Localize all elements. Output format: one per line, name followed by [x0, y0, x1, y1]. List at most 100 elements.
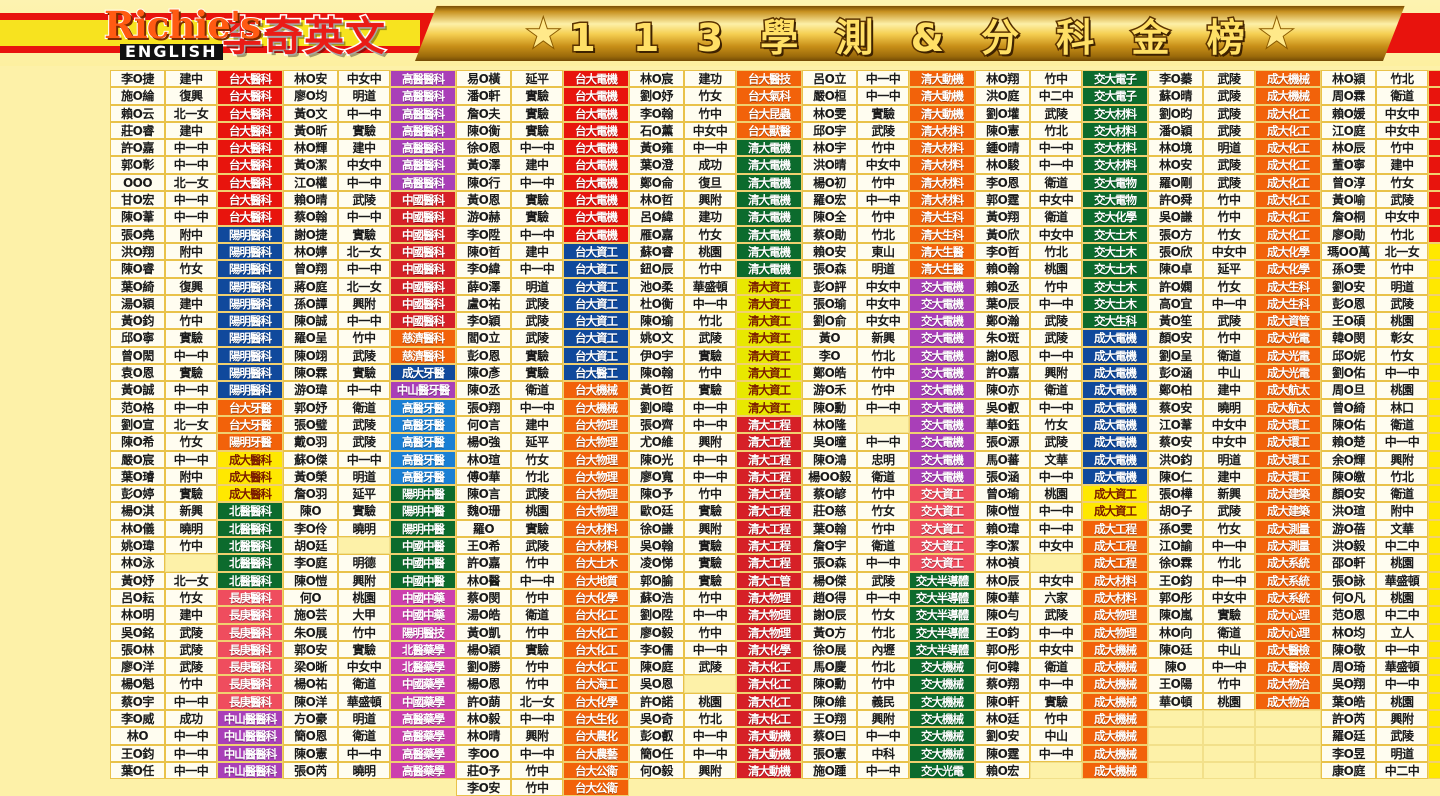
student-name: 黃O昕 — [283, 121, 338, 140]
student-school: 中一中 — [338, 208, 390, 226]
student-school: 延平 — [511, 433, 563, 451]
student-school: 復興 — [165, 277, 217, 295]
student-school: 實驗 — [165, 485, 217, 503]
student-school: 實驗 — [1203, 606, 1255, 624]
student-school: 成功 — [684, 156, 736, 174]
admitted-department: 交大材料 — [1082, 156, 1148, 174]
admitted-department: 清大電機 — [736, 173, 802, 192]
table-row: 黃O雍 中一中 清大電機 — [629, 139, 802, 157]
student-school: 中一中 — [165, 744, 217, 762]
table-row: 雁O嘉 竹女 清大電機 — [629, 225, 802, 243]
student-name: 黃O翔 — [975, 208, 1030, 226]
table-row: 蔡O曰 中一中 交大機械 — [802, 727, 975, 745]
table-row: 胡O子 武陵 成大建築 — [1148, 502, 1321, 520]
student-school: 中一中 — [684, 606, 736, 624]
table-row: 黃O方 竹北 交大半導體 — [802, 623, 975, 641]
table-row: 施O綸 復興 台大醫科 — [110, 87, 283, 105]
table-row: 陳O憲 竹北 交大材料 — [975, 121, 1148, 140]
table-row: 吳O銘 武陵 長庚醫科 — [110, 623, 283, 641]
student-name: 黃O雍 — [629, 139, 684, 157]
admitted-department: 交大電機 — [909, 329, 975, 347]
admitted-department: 成大心理 — [1255, 606, 1321, 624]
table-row: 李O陞 中一中 台大電機 — [456, 225, 629, 243]
student-school: 竹中 — [511, 623, 563, 641]
admitted-department: 成大醫科 — [217, 467, 283, 486]
student-school: 竹女 — [1376, 346, 1428, 365]
admitted-department: 陽明中醫 — [390, 502, 456, 520]
student-name: 黃O喻 — [1321, 191, 1376, 209]
student-name: 徐O謙 — [629, 519, 684, 538]
student-school: 實驗 — [511, 87, 563, 105]
student-school: 武陵 — [165, 640, 217, 659]
table-row: 邱O寧 實驗 陽明醫科 — [110, 329, 283, 347]
admitted-department: 中山醫牙醫 — [390, 381, 456, 399]
column-group-6: 林O翔 竹中 交大電子 洪O庭 中二中 交大電子 劉O壦 武陵 交大材料 陳O憲 竹北 交大材料 鍾O晴… — [975, 70, 1148, 796]
admitted-department: 台大生化 — [563, 709, 629, 728]
student-school: 竹女 — [684, 87, 736, 105]
table-row: 陳O亦 衛道 成大電機 — [975, 381, 1148, 399]
student-name: 彭O評 — [802, 277, 857, 295]
student-name: 劉O陞 — [629, 606, 684, 624]
admitted-department: 台大化學 — [563, 588, 629, 607]
table-row: 吳O恩 清大化工 — [629, 675, 802, 693]
student-name: 黃O恩 — [456, 191, 511, 209]
student-school: 武陵 — [857, 121, 909, 140]
table-row: 江O庭中女中台大法律 — [1321, 121, 1440, 140]
admitted-department: 陽明中醫 — [390, 519, 456, 538]
admitted-department: 台大電機 — [563, 87, 629, 105]
student-name: 王O鈞 — [110, 744, 165, 762]
student-school: 武陵 — [1376, 727, 1428, 745]
student-school: 曉明 — [165, 519, 217, 538]
student-name: 劉O安 — [1321, 277, 1376, 295]
student-name: 劉O妤 — [629, 87, 684, 105]
student-name: 蔡O曰 — [802, 727, 857, 745]
student-school: 中一中 — [511, 398, 563, 416]
table-row: 陳O丞 衛道 台大機械 — [456, 381, 629, 399]
admitted-department: 台大國企 — [1428, 433, 1440, 451]
table-row: 許O芮興附台大政治 — [1321, 709, 1440, 728]
table-row: 陳O勻 武陵 成大物理 — [975, 606, 1148, 624]
table-row: 潘O穎 武陵 成大化工 — [1148, 121, 1321, 140]
table-row: 陳O 中一中 成大醫檢 — [1148, 658, 1321, 676]
table-row: 蔡O安 曉明 成大航太 — [1148, 398, 1321, 416]
table-row: 游O瑋 中一中 中山醫牙醫 — [283, 381, 456, 399]
student-name: 葉O皓 — [1321, 692, 1376, 710]
student-name: 蔡O諺 — [802, 485, 857, 503]
student-school: 竹中 — [684, 260, 736, 278]
student-name: 郭O霆 — [975, 191, 1030, 209]
table-row: 許O舜 竹中 成大化工 — [1148, 191, 1321, 209]
student-school: 明德 — [338, 554, 390, 572]
table-row: 吳O翔中一中台大外文 — [1321, 675, 1440, 693]
student-name: 鈕O辰 — [629, 260, 684, 278]
column-group-3: 易O橫 延平 台大電機 潘O軒 實驗 台大電機 詹O夫 實驗 台大電機 陳O衡 實驗 台大電機 徐O恩中… — [456, 70, 629, 796]
table-row: 余O輝興附台大國企 — [1321, 450, 1440, 468]
admitted-department: 交大材料 — [1082, 139, 1148, 157]
admitted-department: 交大資工 — [909, 485, 975, 503]
admitted-department: 清大生科 — [909, 208, 975, 226]
student-name: 張O翔 — [456, 398, 511, 416]
admitted-department: 成大機械 — [1255, 70, 1321, 88]
table-row: 張O憲 中科 交大機械 — [802, 744, 975, 762]
column-group-1: 李O捷 建中 台大醫科 施O綸 復興 台大醫科 賴O云 北一女 台大醫科 莊O睿 建中 台大醫科 許O嘉… — [110, 70, 283, 796]
student-school: 附中 — [165, 225, 217, 243]
table-row: 李O威 成功 中山醫醫科 — [110, 709, 283, 728]
table-row: 陳O皦竹北台大國企 — [1321, 467, 1440, 486]
admitted-department: 高醫醫科 — [390, 121, 456, 140]
student-school: 武陵 — [511, 312, 563, 330]
admitted-department: 成大機械 — [1082, 761, 1148, 780]
table-row: 陳O翰 竹中 清大資工 — [629, 364, 802, 382]
table-row: 劉O勝 竹中 台大化工 — [456, 658, 629, 676]
student-school: 六家 — [1030, 588, 1082, 607]
admitted-department: 成大系統 — [1255, 571, 1321, 589]
student-name: 李O陞 — [456, 225, 511, 243]
admitted-department: 清大資工 — [736, 364, 802, 382]
student-name: 嚴O桓 — [802, 87, 857, 105]
table-row: 張O林 武陵 長庚醫科 — [110, 640, 283, 659]
brand-logo[interactable]: Richie's ENGLISH 李奇英文 — [103, 2, 414, 64]
table-row: 施O踵 中一中 交大光電 — [802, 761, 975, 780]
admitted-department: 交大半導體 — [909, 623, 975, 641]
student-name: 張O堯 — [110, 225, 165, 243]
admitted-department: 成大物理 — [1082, 623, 1148, 641]
admitted-department — [1255, 709, 1321, 728]
table-row: 蘇O浩 竹中 清大物理 — [629, 588, 802, 607]
